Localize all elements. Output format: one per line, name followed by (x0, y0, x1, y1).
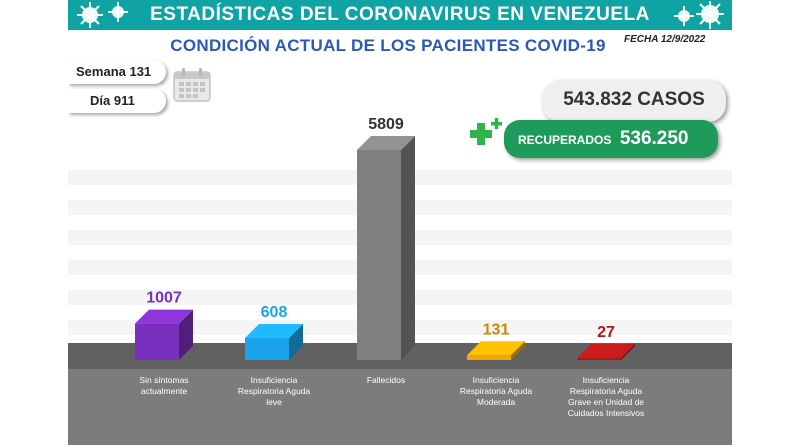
bar-top (135, 309, 193, 324)
total-cases-badge: 543.832 CASOS (542, 80, 726, 122)
bar-top (357, 136, 415, 150)
data-label: 131 (483, 321, 510, 338)
recovered-value: 536.250 (619, 128, 689, 149)
bar-top (245, 324, 303, 339)
week-badge: Semana 131 (68, 60, 166, 84)
page-title: ESTADÍSTICAS DEL CORONAVIRUS EN VENEZUEL… (150, 4, 650, 25)
bar-chart: 1007 608 5809 131 27 Sin síntomas actualmente I… (68, 116, 732, 445)
recovered-label: RECUPERADOS (518, 133, 612, 147)
page-subtitle: CONDICIÓN ACTUAL DE LOS PACIENTES COVID-… (170, 36, 606, 55)
bar (135, 323, 179, 360)
bar (245, 338, 289, 360)
category-label: Sin síntomas actualmente (139, 375, 188, 396)
bar (467, 355, 511, 360)
bar-side (179, 309, 193, 360)
recovered-badge: RECUPERADOS 536.250 (504, 120, 718, 158)
report-date: FECHA 12/9/2022 (624, 34, 706, 45)
day-badge: Día 911 (68, 89, 166, 113)
data-label: 27 (597, 324, 615, 341)
bar-side (511, 341, 525, 360)
bar-side (289, 324, 303, 360)
virus-icon (77, 2, 128, 28)
data-label: 1007 (146, 290, 182, 307)
data-label: 608 (261, 304, 288, 321)
virus-icon (674, 1, 724, 29)
header-band: ESTADÍSTICAS DEL CORONAVIRUS EN VENEZUEL… (68, 0, 732, 30)
bar-side (401, 136, 415, 360)
bar (357, 150, 401, 360)
bar-top (467, 341, 525, 356)
infographic-card: ESTADÍSTICAS DEL CORONAVIRUS EN VENEZUEL… (68, 0, 732, 445)
category-label: Insuficiencia Respiratoria Aguda Moderada (460, 375, 533, 407)
category-panel (68, 369, 732, 445)
category-label: Insuficiencia Respiratoria Aguda leve (238, 375, 311, 407)
category-label: Fallecidos (367, 375, 405, 385)
bar-top (577, 344, 635, 358)
bar-side (621, 344, 635, 360)
plus-icon (470, 118, 502, 145)
category-label: Insuficiencia Respiratoria Aguda Grave en … (568, 375, 645, 418)
calendar-icon (173, 68, 211, 102)
bar (577, 358, 621, 360)
data-label: 5809 (368, 116, 404, 133)
